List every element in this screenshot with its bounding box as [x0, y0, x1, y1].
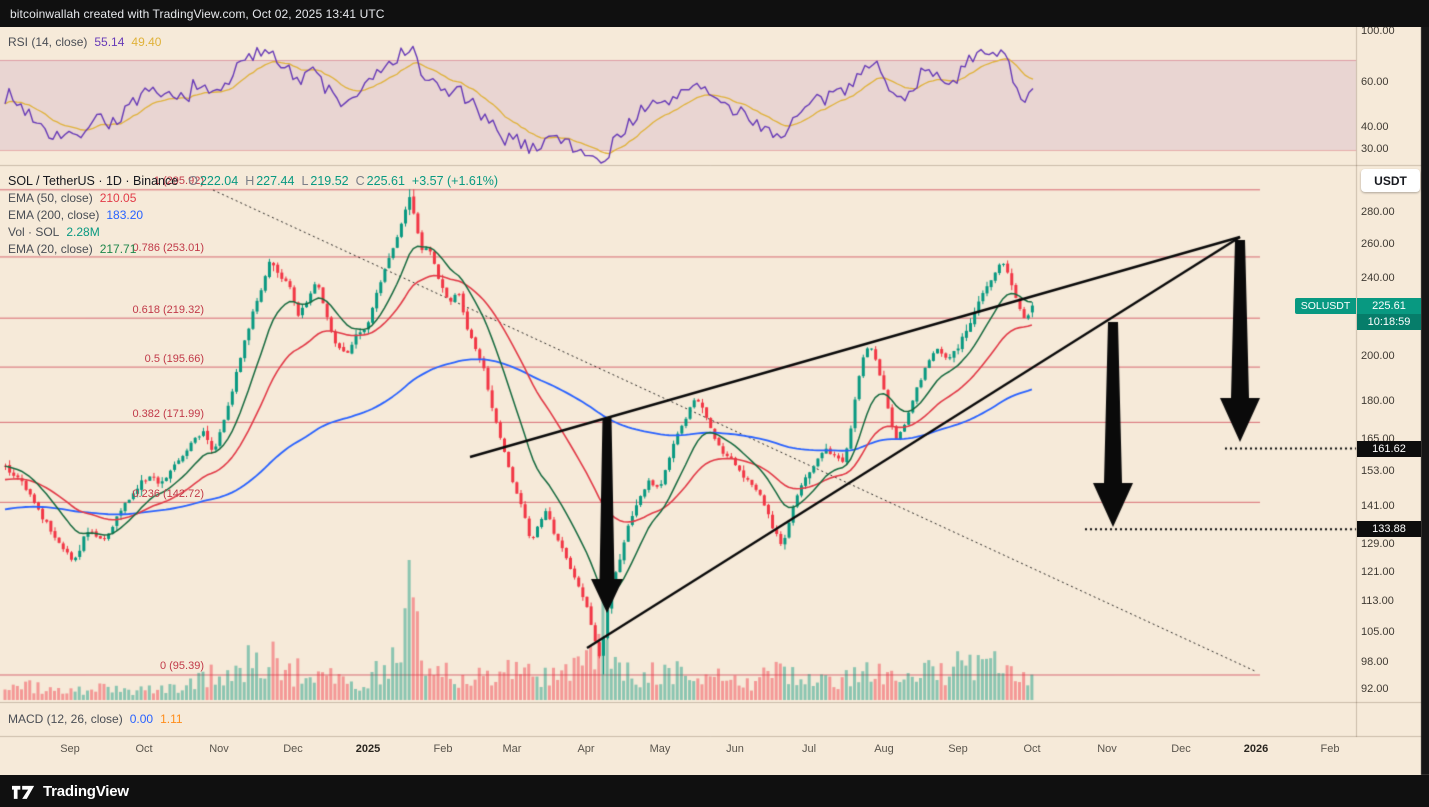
main-legend: SOL / TetherUS · 1D · Binance O 222.04 H 22…: [8, 172, 500, 257]
indicator-value: 217.71: [99, 241, 137, 256]
tradingview-wordmark: TradingView: [43, 782, 129, 800]
current-price-badge: 225.61: [1357, 297, 1421, 314]
macd-legend[interactable]: MACD (12, 26, close) 0.00 1.11: [8, 710, 183, 727]
low-value: 219.52: [310, 173, 349, 188]
fib-level-label: 0.618 (219.32): [132, 303, 204, 316]
close-value: 225.61: [366, 173, 405, 188]
macd-name: MACD (12, 26, close): [8, 711, 123, 726]
time-axis-label: 2026: [1243, 743, 1269, 755]
price-axis-label: 240.00: [1361, 272, 1395, 285]
indicator-name: Vol · SOL: [8, 224, 60, 239]
time-axis-label: 2025: [355, 743, 381, 755]
time-axis-label: Dec: [283, 743, 303, 755]
time-axis-label: Mar: [502, 743, 522, 755]
indicator-name: EMA (50, close): [8, 190, 93, 205]
fib-level-label: 0.5 (195.66): [144, 352, 204, 365]
high-label: H: [245, 173, 255, 188]
open-value: 222.04: [199, 173, 239, 188]
price-axis-label: 280.00: [1361, 206, 1395, 218]
time-axis-label: May: [649, 743, 671, 755]
target-price-text-2: 133.88: [1372, 523, 1406, 536]
watermark-title: bitcoinwallah created with TradingView.c…: [10, 6, 385, 21]
symbol-legend[interactable]: SOL / TetherUS · 1D · Binance O 222.04 H 22…: [8, 172, 500, 189]
change-value: +3.57 (+1.61%): [411, 173, 499, 188]
close-label: C: [355, 173, 365, 188]
fib-level-label: 0 (95.39): [159, 660, 204, 673]
target-price-text-1: 161.62: [1372, 442, 1406, 455]
macd-value: 0.00: [129, 711, 154, 726]
currency-toggle-button[interactable]: USDT: [1361, 169, 1420, 192]
macd-signal-value: 1.11: [160, 711, 183, 726]
fib-level-label: 0.382 (171.99): [132, 407, 204, 420]
price-axis[interactable]: 280.00 260.00 240.00 200.00 180.00 165.00 153.…: [1357, 25, 1421, 737]
time-axis-label: Feb: [1320, 743, 1340, 755]
indicator-value: 183.20: [106, 207, 144, 222]
indicator-legend-row-1[interactable]: EMA (200, close) 183.20: [8, 206, 500, 223]
topbar: bitcoinwallah created with TradingView.c…: [0, 0, 1429, 27]
symbol-title: SOL / TetherUS · 1D · Binance: [8, 173, 179, 188]
rsi-axis-label: 40.00: [1361, 120, 1389, 133]
indicator-legend-row-2[interactable]: Vol · SOL 2.28M: [8, 223, 500, 240]
price-axis-label: 92.00: [1361, 683, 1389, 695]
indicator-name: EMA (200, close): [8, 207, 100, 222]
price-axis-label: 180.00: [1361, 395, 1395, 408]
footer-bar: TradingView: [0, 775, 1429, 807]
price-axis-label: 105.00: [1361, 626, 1395, 639]
price-axis-label: 113.00: [1361, 594, 1394, 607]
price-axis-label: 200.00: [1361, 350, 1395, 363]
ohlc-values: O 222.04 H 227.44 L 219.52 C 225.61 +3.57 (+1.61…: [188, 174, 500, 188]
time-axis-label: Oct: [135, 743, 153, 755]
time-axis-label: Dec: [1171, 743, 1191, 755]
rsi-name: RSI (14, close): [8, 34, 88, 49]
symbol-tag-badge: SOLUSDT: [1295, 297, 1356, 314]
indicator-legend-row-0[interactable]: EMA (50, close) 210.05: [8, 189, 500, 206]
price-axis-label: 98.00: [1361, 655, 1389, 668]
tradingview-logo-icon: [12, 783, 36, 799]
time-axis-label: Nov: [1097, 743, 1117, 755]
fib-level-label: 1 (295.92): [153, 175, 204, 188]
open-label: O: [188, 173, 198, 188]
countdown-text: 10:18:59: [1367, 315, 1411, 328]
price-axis-label: 121.00: [1361, 565, 1395, 578]
indicator-legend-row-3[interactable]: EMA (20, close) 217.71: [8, 240, 500, 257]
target-price-badge-1: 161.62: [1357, 440, 1421, 457]
time-axis-label: Jul: [801, 743, 817, 755]
price-axis-label: 129.00: [1361, 538, 1395, 551]
rsi-axis-label: 30.00: [1361, 143, 1389, 155]
rsi-ma-value: 49.40: [131, 34, 162, 49]
time-axis-label: Apr: [577, 743, 595, 755]
indicator-name: EMA (20, close): [8, 241, 93, 256]
time-axis-label: Aug: [874, 743, 894, 755]
target-price-badge-2: 133.88: [1357, 521, 1421, 538]
fib-level-label: 0.236 (142.72): [132, 487, 204, 500]
time-axis[interactable]: Sep Oct Nov Dec 2025 Feb Mar Apr May Jun Jul Aug Sep…: [0, 737, 1356, 775]
fib-level-label: 0.786 (253.01): [132, 242, 204, 255]
price-axis-label: 141.00: [1361, 500, 1395, 512]
time-axis-label: Sep: [948, 743, 968, 755]
rsi-axis-label: 60.00: [1361, 75, 1389, 88]
time-axis-label: Feb: [433, 743, 453, 755]
current-price-text: 225.61: [1372, 299, 1406, 312]
rsi-legend[interactable]: RSI (14, close) 55.14 49.40: [8, 33, 161, 50]
indicator-value: 2.28M: [66, 224, 100, 239]
indicator-legend-rows: EMA (50, close) 210.05 EMA (200, close) 183…: [8, 189, 500, 257]
rsi-axis-label: 100.00: [1361, 25, 1395, 37]
time-axis-label: Jun: [726, 743, 744, 755]
time-axis-label: Oct: [1023, 743, 1041, 755]
price-axis-label: 153.00: [1361, 465, 1395, 477]
indicator-value: 210.05: [99, 190, 137, 205]
time-axis-label: Nov: [209, 743, 229, 755]
symbol-tag-text: SOLUSDT: [1300, 299, 1351, 312]
price-axis-label: 260.00: [1361, 237, 1395, 250]
time-axis-label: Sep: [60, 743, 80, 755]
high-value: 227.44: [256, 173, 295, 188]
countdown-badge: 10:18:59: [1357, 313, 1421, 330]
low-label: L: [301, 173, 309, 188]
rsi-value: 55.14: [94, 34, 125, 49]
